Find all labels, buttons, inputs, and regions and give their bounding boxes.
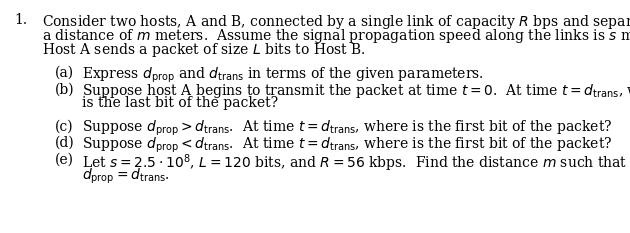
- Text: 1.: 1.: [14, 13, 27, 27]
- Text: $d_{\mathrm{prop}} = d_{\mathrm{trans}}$.: $d_{\mathrm{prop}} = d_{\mathrm{trans}}$…: [82, 167, 169, 186]
- Text: Consider two hosts, A and B, connected by a single link of capacity $R$ bps and : Consider two hosts, A and B, connected b…: [42, 13, 630, 31]
- Text: a distance of $m$ meters.  Assume the signal propagation speed along the links i: a distance of $m$ meters. Assume the sig…: [42, 27, 630, 45]
- Text: (d): (d): [55, 136, 75, 150]
- Text: Host A sends a packet of size $L$ bits to Host B.: Host A sends a packet of size $L$ bits t…: [42, 41, 366, 59]
- Text: (b): (b): [55, 82, 74, 96]
- Text: Suppose host A begins to transmit the packet at time $t = 0$.  At time $t = d_{\: Suppose host A begins to transmit the pa…: [82, 82, 630, 100]
- Text: (a): (a): [55, 66, 74, 80]
- Text: Let $s = 2.5 \cdot 10^{8}$, $L = 120$ bits, and $R = 56$ kbps.  Find the distanc: Let $s = 2.5 \cdot 10^{8}$, $L = 120$ bi…: [82, 153, 627, 174]
- Text: is the last bit of the packet?: is the last bit of the packet?: [82, 96, 278, 110]
- Text: Suppose $d_{\mathrm{prop}} > d_{\mathrm{trans}}$.  At time $t = d_{\mathrm{trans: Suppose $d_{\mathrm{prop}} > d_{\mathrm{…: [82, 119, 612, 138]
- Text: (c): (c): [55, 119, 74, 133]
- Text: Suppose $d_{\mathrm{prop}} < d_{\mathrm{trans}}$.  At time $t = d_{\mathrm{trans: Suppose $d_{\mathrm{prop}} < d_{\mathrm{…: [82, 136, 612, 155]
- Text: (e): (e): [55, 153, 74, 167]
- Text: Express $d_{\mathrm{prop}}$ and $d_{\mathrm{trans}}$ in terms of the given param: Express $d_{\mathrm{prop}}$ and $d_{\mat…: [82, 66, 484, 85]
